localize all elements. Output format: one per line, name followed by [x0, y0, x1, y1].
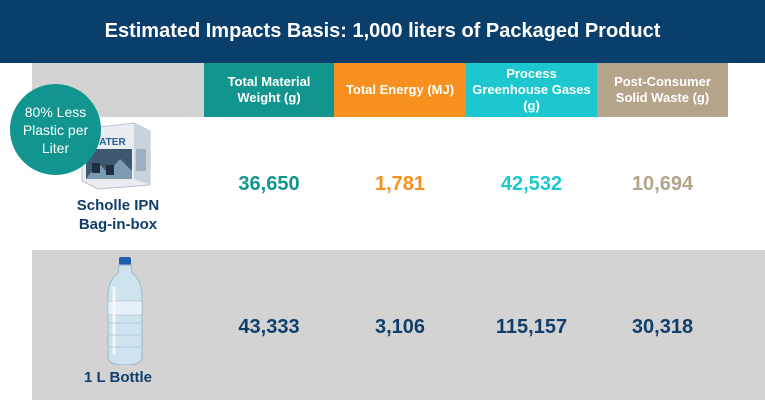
column-header-energy: Total Energy (MJ) [334, 63, 466, 117]
page-title: Estimated Impacts Basis: 1,000 liters of… [0, 0, 765, 63]
product-label-bag-in-box: Scholle IPN Bag-in-box [32, 196, 204, 234]
value-bag-material-weight: 36,650 [238, 172, 300, 195]
box-brand-text: WATER [90, 137, 126, 148]
column-header-greenhouse-gases: Process Greenhouse Gases (g) [466, 63, 597, 117]
value-bag-energy: 1,781 [374, 172, 426, 195]
column-header-solid-waste: Post-Consumer Solid Waste (g) [597, 63, 728, 117]
water-bottle-image [107, 257, 143, 365]
value-bag-greenhouse-gases: 42,532 [500, 172, 563, 195]
value-bag-solid-waste: 10,694 [631, 172, 694, 195]
product-name-line: Scholle IPN [76, 197, 160, 214]
value-bottle-solid-waste: 30,318 [631, 315, 694, 338]
value-bottle-energy: 3,106 [374, 315, 426, 338]
less-plastic-badge: 80% Less Plastic per Liter [10, 84, 101, 175]
product-label-bottle: 1 L Bottle [83, 369, 153, 386]
table-row-bottle-background [32, 250, 765, 400]
column-header-material-weight: Total Material Weight (g) [204, 63, 334, 117]
value-bottle-material-weight: 43,333 [238, 315, 300, 338]
value-bottle-greenhouse-gases: 115,157 [495, 315, 568, 338]
product-type-line: Bag-in-box [78, 216, 158, 233]
